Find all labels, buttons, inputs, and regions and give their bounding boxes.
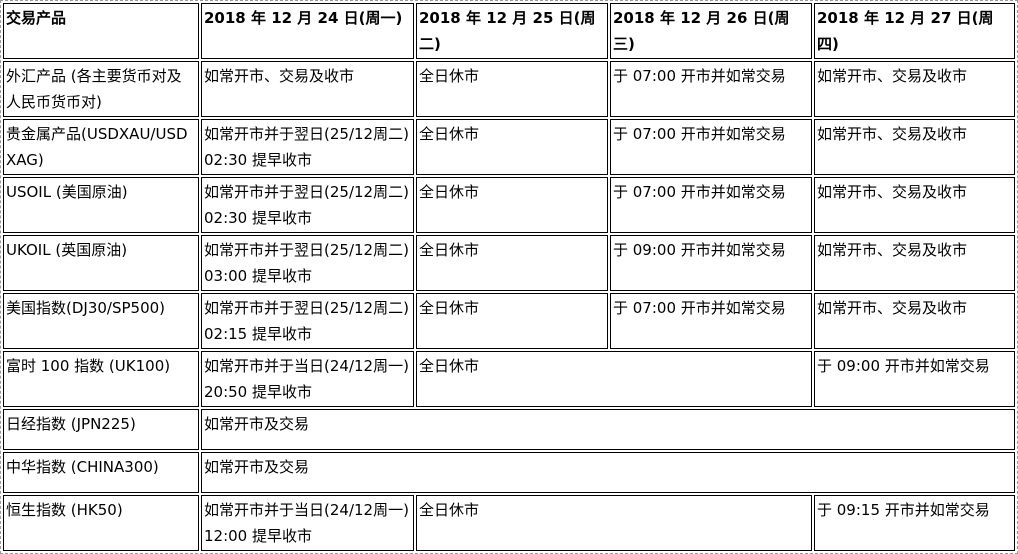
- schedule-cell: 于 07:00 开市并如常交易: [610, 61, 812, 117]
- schedule-cell: 如常开市并于当日(24/12周一)12:00 提早收市: [201, 495, 414, 551]
- schedule-cell: 于 09:00 开市并如常交易: [814, 351, 1015, 407]
- schedule-cell: 如常开市、交易及收市: [814, 119, 1015, 175]
- schedule-cell: 如常开市并于当日(24/12周一) 20:50 提早收市: [201, 351, 414, 407]
- schedule-cell: 如常开市、交易及收市: [814, 235, 1015, 291]
- product-cell: 贵金属产品(USDXAU/USDXAG): [3, 119, 199, 175]
- schedule-cell: 于 07:00 开市并如常交易: [610, 293, 812, 349]
- product-cell: 富时 100 指数 (UK100): [3, 351, 199, 407]
- schedule-cell: 如常开市、交易及收市: [814, 61, 1015, 117]
- table-row: UKOIL (英国原油) 如常开市并于翌日(25/12周二) 03:00 提早收…: [3, 235, 1015, 291]
- schedule-cell: 全日休市: [416, 177, 608, 233]
- schedule-cell: 全日休市: [416, 495, 812, 551]
- schedule-cell: 于 09:00 开市并如常交易: [610, 235, 812, 291]
- product-cell: USOIL (美国原油): [3, 177, 199, 233]
- header-dec-24: 2018 年 12 月 24 日(周一): [201, 3, 414, 59]
- schedule-cell: 如常开市、交易及收市: [814, 293, 1015, 349]
- schedule-cell: 如常开市、交易及收市: [814, 177, 1015, 233]
- schedule-cell: 于 07:00 开市并如常交易: [610, 119, 812, 175]
- header-dec-27: 2018 年 12 月 27 日(周四): [814, 3, 1015, 59]
- schedule-cell: 于 07:00 开市并如常交易: [610, 177, 812, 233]
- schedule-cell: 如常开市并于翌日(25/12周二) 03:00 提早收市: [201, 235, 414, 291]
- schedule-cell: 如常开市及交易: [201, 409, 1015, 450]
- product-cell: 外汇产品 (各主要货币对及人民币货币对): [3, 61, 199, 117]
- table-row: 恒生指数 (HK50) 如常开市并于当日(24/12周一)12:00 提早收市 …: [3, 495, 1015, 551]
- table-row: 外汇产品 (各主要货币对及人民币货币对) 如常开市、交易及收市 全日休市 于 0…: [3, 61, 1015, 117]
- schedule-cell: 如常开市并于翌日(25/12周二) 02:30 提早收市: [201, 177, 414, 233]
- table-row: 日经指数 (JPN225) 如常开市及交易: [3, 409, 1015, 450]
- product-cell: 恒生指数 (HK50): [3, 495, 199, 551]
- schedule-cell: 全日休市: [416, 61, 608, 117]
- schedule-cell: 全日休市: [416, 351, 812, 407]
- product-cell: 中华指数 (CHINA300): [3, 452, 199, 493]
- schedule-cell: 如常开市并于翌日(25/12周二) 02:30 提早收市: [201, 119, 414, 175]
- schedule-cell: 如常开市、交易及收市: [201, 61, 414, 117]
- table-row: USOIL (美国原油) 如常开市并于翌日(25/12周二) 02:30 提早收…: [3, 177, 1015, 233]
- table-row: 中华指数 (CHINA300) 如常开市及交易: [3, 452, 1015, 493]
- table-row: 美国指数(DJ30/SP500) 如常开市并于翌日(25/12周二) 02:15…: [3, 293, 1015, 349]
- schedule-cell: 全日休市: [416, 119, 608, 175]
- table-row: 富时 100 指数 (UK100) 如常开市并于当日(24/12周一) 20:5…: [3, 351, 1015, 407]
- schedule-cell: 全日休市: [416, 293, 608, 349]
- product-cell: UKOIL (英国原油): [3, 235, 199, 291]
- header-row: 交易产品 2018 年 12 月 24 日(周一) 2018 年 12 月 25…: [3, 3, 1015, 59]
- product-cell: 日经指数 (JPN225): [3, 409, 199, 450]
- schedule-cell: 全日休市: [416, 235, 608, 291]
- header-dec-25: 2018 年 12 月 25 日(周二): [416, 3, 608, 59]
- product-cell: 美国指数(DJ30/SP500): [3, 293, 199, 349]
- schedule-cell: 如常开市并于翌日(25/12周二) 02:15 提早收市: [201, 293, 414, 349]
- header-dec-26: 2018 年 12 月 26 日(周三): [610, 3, 812, 59]
- schedule-cell: 于 09:15 开市并如常交易: [814, 495, 1015, 551]
- header-product: 交易产品: [3, 3, 199, 59]
- schedule-cell: 如常开市及交易: [201, 452, 1015, 493]
- table-row: 贵金属产品(USDXAU/USDXAG) 如常开市并于翌日(25/12周二) 0…: [3, 119, 1015, 175]
